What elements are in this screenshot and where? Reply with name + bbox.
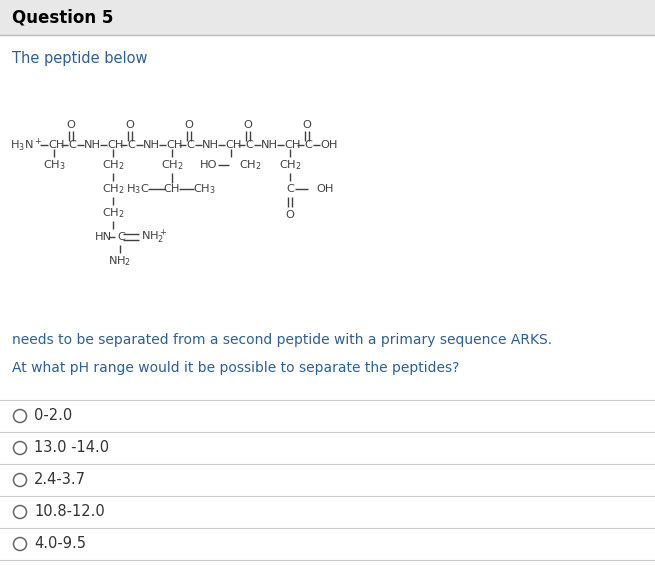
Text: CH: CH (284, 140, 301, 150)
Text: O: O (244, 120, 252, 130)
Text: NH$_2^+$: NH$_2^+$ (141, 228, 167, 246)
Text: CH$_2$: CH$_2$ (102, 182, 124, 196)
Text: CH: CH (166, 140, 183, 150)
Text: NH: NH (202, 140, 219, 150)
Text: O: O (286, 210, 295, 220)
Text: O: O (303, 120, 311, 130)
Text: NH$_2$: NH$_2$ (109, 254, 132, 268)
Text: C: C (127, 140, 135, 150)
Text: O: O (67, 120, 75, 130)
Text: OH: OH (320, 140, 337, 150)
Text: CH$_3$: CH$_3$ (193, 182, 215, 196)
Text: CH: CH (225, 140, 242, 150)
Text: needs to be separated from a second peptide with a primary sequence ARKS.: needs to be separated from a second pept… (12, 333, 552, 347)
Text: CH: CH (48, 140, 64, 150)
Text: 0-2.0: 0-2.0 (34, 408, 72, 424)
Text: NH: NH (261, 140, 278, 150)
Text: C: C (186, 140, 194, 150)
Text: At what pH range would it be possible to separate the peptides?: At what pH range would it be possible to… (12, 361, 459, 375)
Bar (0, 0, 655, 35)
Text: CH: CH (107, 140, 124, 150)
Text: CH$_2$: CH$_2$ (278, 158, 301, 172)
Text: 13.0 -14.0: 13.0 -14.0 (34, 441, 109, 455)
Text: 10.8-12.0: 10.8-12.0 (34, 505, 105, 519)
Text: C: C (304, 140, 312, 150)
Text: NH: NH (143, 140, 160, 150)
Text: 2.4-3.7: 2.4-3.7 (34, 472, 86, 488)
Text: 4.0-9.5: 4.0-9.5 (34, 537, 86, 551)
Text: CH$_3$: CH$_3$ (43, 158, 66, 172)
Text: CH$_2$: CH$_2$ (102, 158, 124, 172)
Text: C: C (245, 140, 253, 150)
Text: O: O (126, 120, 134, 130)
Text: C: C (68, 140, 76, 150)
Text: HN: HN (95, 232, 112, 242)
Text: HO: HO (200, 160, 217, 170)
Text: CH: CH (164, 184, 180, 194)
Text: CH$_2$: CH$_2$ (102, 206, 124, 220)
Text: C: C (286, 184, 294, 194)
Text: OH: OH (316, 184, 333, 194)
Text: H$_3$N$^+$: H$_3$N$^+$ (10, 137, 42, 154)
Text: CH$_2$: CH$_2$ (239, 158, 262, 172)
Text: NH: NH (84, 140, 101, 150)
Text: Question 5: Question 5 (12, 8, 113, 27)
Text: H$_3$C: H$_3$C (126, 182, 150, 196)
Text: O: O (185, 120, 193, 130)
Text: The peptide below: The peptide below (12, 50, 147, 66)
Text: CH$_2$: CH$_2$ (160, 158, 183, 172)
Text: C: C (117, 232, 125, 242)
